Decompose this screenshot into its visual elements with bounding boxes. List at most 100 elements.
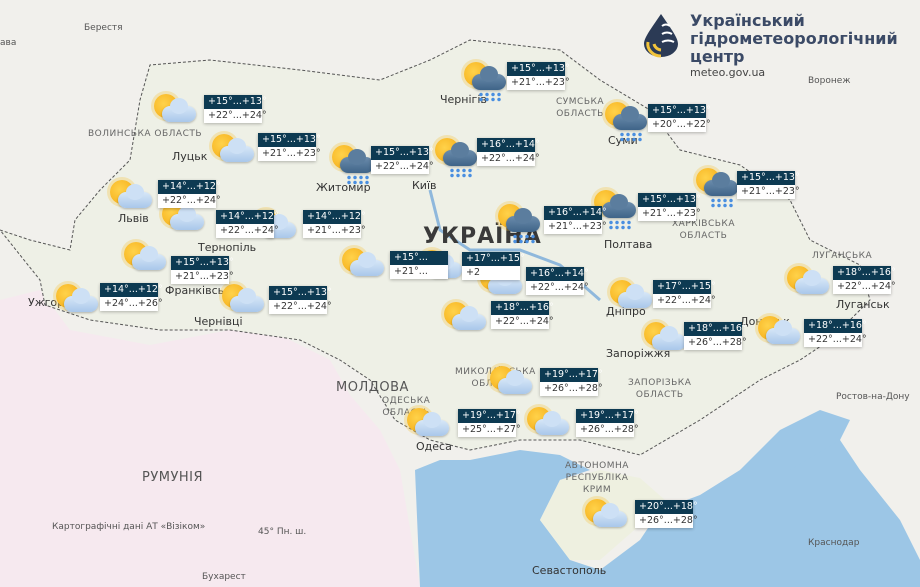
night-temperature: +19°...+17° bbox=[540, 368, 603, 382]
place-label: Запоріжжя bbox=[606, 347, 671, 360]
temperature-label: +15°...+13° +22°...+24° bbox=[371, 146, 434, 174]
place-label: Воронеж bbox=[808, 76, 851, 86]
temperature-label: +18°...+16° +22°...+24° bbox=[491, 301, 554, 329]
day-temperature: +22°...+24° bbox=[526, 281, 589, 295]
place-label: Одеса bbox=[416, 440, 452, 453]
night-temperature: +14°...+12° bbox=[158, 180, 221, 194]
temperature-label: +18°...+16° +22°...+24° bbox=[833, 266, 896, 294]
temperature-label: +14°...+12° +24°...+26° bbox=[100, 283, 163, 311]
night-temperature: +18°...+16° bbox=[833, 266, 896, 280]
day-temperature: +24°...+26° bbox=[100, 297, 163, 311]
water-drop-logo-icon bbox=[644, 14, 678, 58]
day-temperature: +21°...+23° bbox=[544, 220, 607, 234]
day-temperature: +21°... bbox=[390, 265, 448, 279]
temperature-label: +16°...+14° +22°...+24° bbox=[477, 138, 540, 166]
day-temperature: +26°...+28° bbox=[684, 336, 747, 350]
day-temperature: +21°...+23° bbox=[737, 185, 800, 199]
night-temperature: +14°...+12° bbox=[216, 210, 279, 224]
night-temperature: +15°...+13° bbox=[507, 62, 570, 76]
place-label: ава bbox=[0, 38, 17, 48]
day-temperature: +26°...+28° bbox=[540, 382, 603, 396]
place-label: Ужгор bbox=[28, 296, 65, 309]
day-temperature: +26°...+28° bbox=[635, 514, 698, 528]
temperature-label: +15°...+13° +21°...+23° bbox=[507, 62, 570, 90]
night-temperature: +18°...+16° bbox=[684, 322, 747, 336]
place-label: 45° Пн. ш. bbox=[258, 527, 307, 537]
sun-cloud-icon bbox=[583, 497, 627, 537]
logo-title-line2: гідрометеорологічний bbox=[690, 29, 898, 48]
day-temperature: +21°...+23° bbox=[258, 147, 321, 161]
temperature-label: +17°...+15° +22°...+24° bbox=[653, 280, 716, 308]
night-temperature: +17°...+15° bbox=[653, 280, 716, 294]
temperature-label: +19°...+17° +25°...+27° bbox=[458, 409, 521, 437]
night-temperature: +15°...+13° bbox=[371, 146, 434, 160]
day-temperature: +22°...+24° bbox=[653, 294, 716, 308]
place-label: ВОЛИНСЬКА ОБЛАСТЬ bbox=[88, 129, 203, 139]
temperature-label: +19°...+17° +26°...+28° bbox=[540, 368, 603, 396]
place-label: Львів bbox=[118, 212, 149, 225]
place-label: Тернопіль bbox=[198, 241, 257, 254]
day-temperature: +2 bbox=[462, 266, 520, 280]
temperature-label: +14°...+12° +22°...+24° bbox=[158, 180, 221, 208]
temperature-label: +15°...+13° +21°...+23° bbox=[171, 256, 234, 284]
place-label: МОЛДОВА bbox=[336, 380, 409, 395]
day-temperature: +22°...+24° bbox=[269, 300, 332, 314]
night-temperature: +20°...+18° bbox=[635, 500, 698, 514]
night-temperature: +15°... bbox=[390, 251, 448, 265]
sun-cloud-icon bbox=[108, 178, 152, 218]
place-label: ЗАПОРІЗЬКА ОБЛАСТЬ bbox=[628, 378, 692, 400]
temperature-label: +15°...+13° +21°...+23° bbox=[737, 171, 800, 199]
night-temperature: +15°...+13° bbox=[269, 286, 332, 300]
logo-url[interactable]: meteo.gov.ua bbox=[690, 66, 766, 79]
sun-cloud-icon bbox=[54, 282, 98, 322]
temperature-label: +14°...+12° +21°...+23° bbox=[303, 210, 366, 238]
temperature-label: +19°...+17° +26°...+28° bbox=[576, 409, 639, 437]
place-label: ЛУГАНСЬКА bbox=[812, 251, 873, 261]
place-label: Чернігів bbox=[440, 93, 487, 106]
temperature-label: +14°...+12° +22°...+24° bbox=[216, 210, 279, 238]
place-label: Чернівці bbox=[194, 315, 243, 328]
sun-cloud-icon bbox=[152, 92, 196, 132]
day-temperature: +25°...+27° bbox=[458, 423, 521, 437]
temperature-label: +15°...+13° +21°...+23° bbox=[258, 133, 321, 161]
night-temperature: +16°...+14° bbox=[526, 267, 589, 281]
day-temperature: +20°...+22° bbox=[648, 118, 711, 132]
night-temperature: +19°...+17° bbox=[576, 409, 639, 423]
night-temperature: +16°...+14° bbox=[544, 206, 607, 220]
day-temperature: +22°...+24° bbox=[804, 333, 867, 347]
sun-cloud-rain-icon bbox=[330, 143, 374, 185]
sun-cloud-icon bbox=[122, 240, 166, 280]
place-label: АВТОНОМНА РЕСПУБЛІКА КРИМ bbox=[565, 461, 629, 495]
ugc-logo[interactable]: Український гідрометеорологічний центр met… bbox=[640, 12, 898, 79]
day-temperature: +22°...+24° bbox=[216, 224, 279, 238]
night-temperature: +15°...+13° bbox=[171, 256, 234, 270]
logo-title: Український гідрометеорологічний центр bbox=[690, 12, 898, 66]
place-label: Севастополь bbox=[532, 564, 607, 577]
night-temperature: +18°...+16° bbox=[491, 301, 554, 315]
day-temperature: +26°...+28° bbox=[576, 423, 639, 437]
place-label: Дніпро bbox=[606, 305, 646, 318]
night-temperature: +16°...+14° bbox=[477, 138, 540, 152]
sun-cloud-icon bbox=[525, 405, 569, 445]
day-temperature: +22°...+24° bbox=[491, 315, 554, 329]
night-temperature: +14°...+12° bbox=[100, 283, 163, 297]
temperature-label: +15°... +21°... bbox=[390, 251, 448, 279]
night-temperature: +15°...+13° bbox=[648, 104, 711, 118]
logo-title-line3: центр bbox=[690, 47, 745, 66]
sun-cloud-rain-icon bbox=[462, 60, 506, 102]
temperature-label: +15°...+13° +20°...+22° bbox=[648, 104, 711, 132]
day-temperature: +22°...+24° bbox=[204, 109, 267, 123]
sun-cloud-icon bbox=[756, 314, 800, 354]
sun-cloud-icon bbox=[608, 278, 652, 318]
sun-cloud-rain-icon bbox=[592, 188, 636, 230]
sun-cloud-icon bbox=[442, 300, 486, 340]
romania-moldova-area bbox=[0, 290, 420, 587]
sun-cloud-icon bbox=[785, 264, 829, 304]
sun-cloud-icon bbox=[340, 246, 384, 286]
sun-cloud-icon bbox=[220, 282, 264, 322]
place-label: Луганськ bbox=[836, 298, 890, 311]
day-temperature: +21°...+23° bbox=[638, 207, 701, 221]
place-label: Ростов-на-Дону bbox=[836, 392, 910, 402]
temperature-label: +18°...+16° +26°...+28° bbox=[684, 322, 747, 350]
day-temperature: +21°...+23° bbox=[171, 270, 234, 284]
